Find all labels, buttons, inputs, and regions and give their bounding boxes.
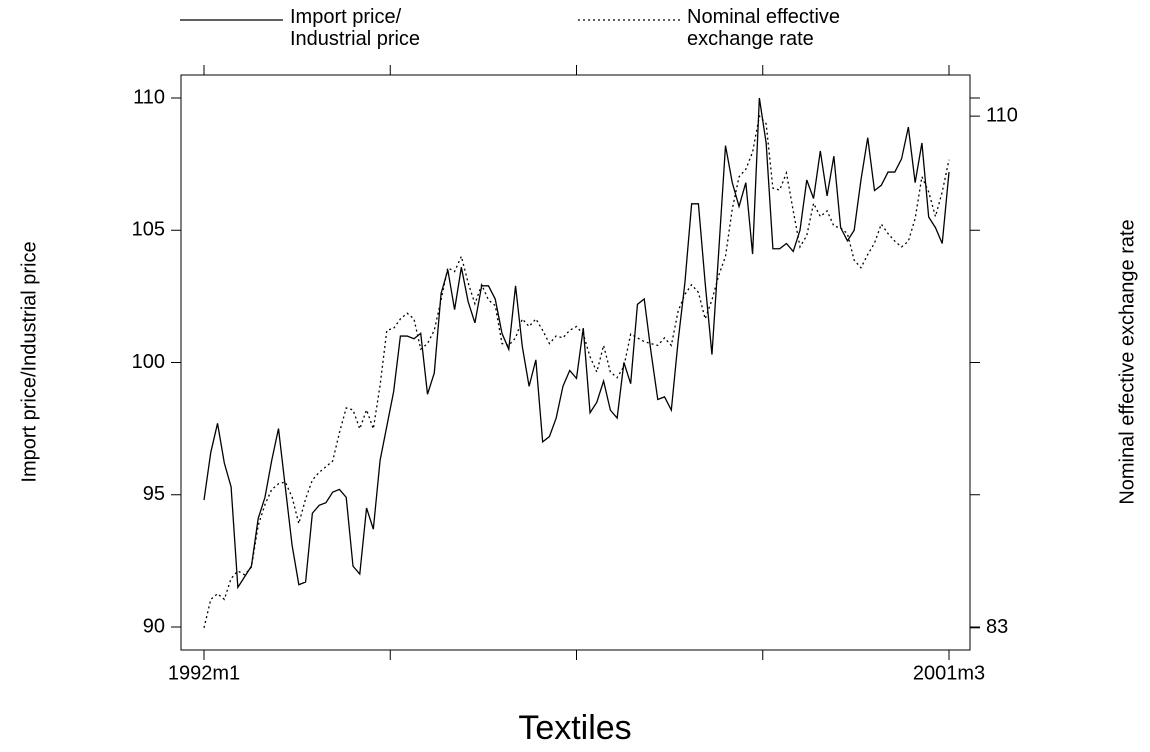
y-tick-label: 95: [143, 483, 165, 505]
series-line: [203, 114, 950, 628]
chart-title: Textiles: [518, 709, 631, 747]
legend-label: Import price/ Industrial price: [290, 6, 421, 50]
plot-frame: [180, 74, 971, 651]
y-tick-label: 90: [143, 615, 165, 637]
y-tick-label: 110: [133, 86, 165, 108]
y2-tick-label: 110: [986, 104, 1018, 126]
series-line: [203, 97, 950, 590]
y2-tick-label: 83: [986, 616, 1008, 638]
legend-label: Nominal effective exchange rate: [687, 6, 841, 50]
y-tick-label: 105: [132, 219, 165, 241]
y2-axis-title: Nominal effective exchange rate: [1116, 219, 1138, 504]
y-axis-title: Import price/Industrial price: [18, 241, 40, 482]
x-tick-label: 1992m1: [168, 662, 240, 684]
x-tick-label: 2001m3: [913, 662, 985, 684]
y-tick-label: 100: [132, 351, 165, 373]
